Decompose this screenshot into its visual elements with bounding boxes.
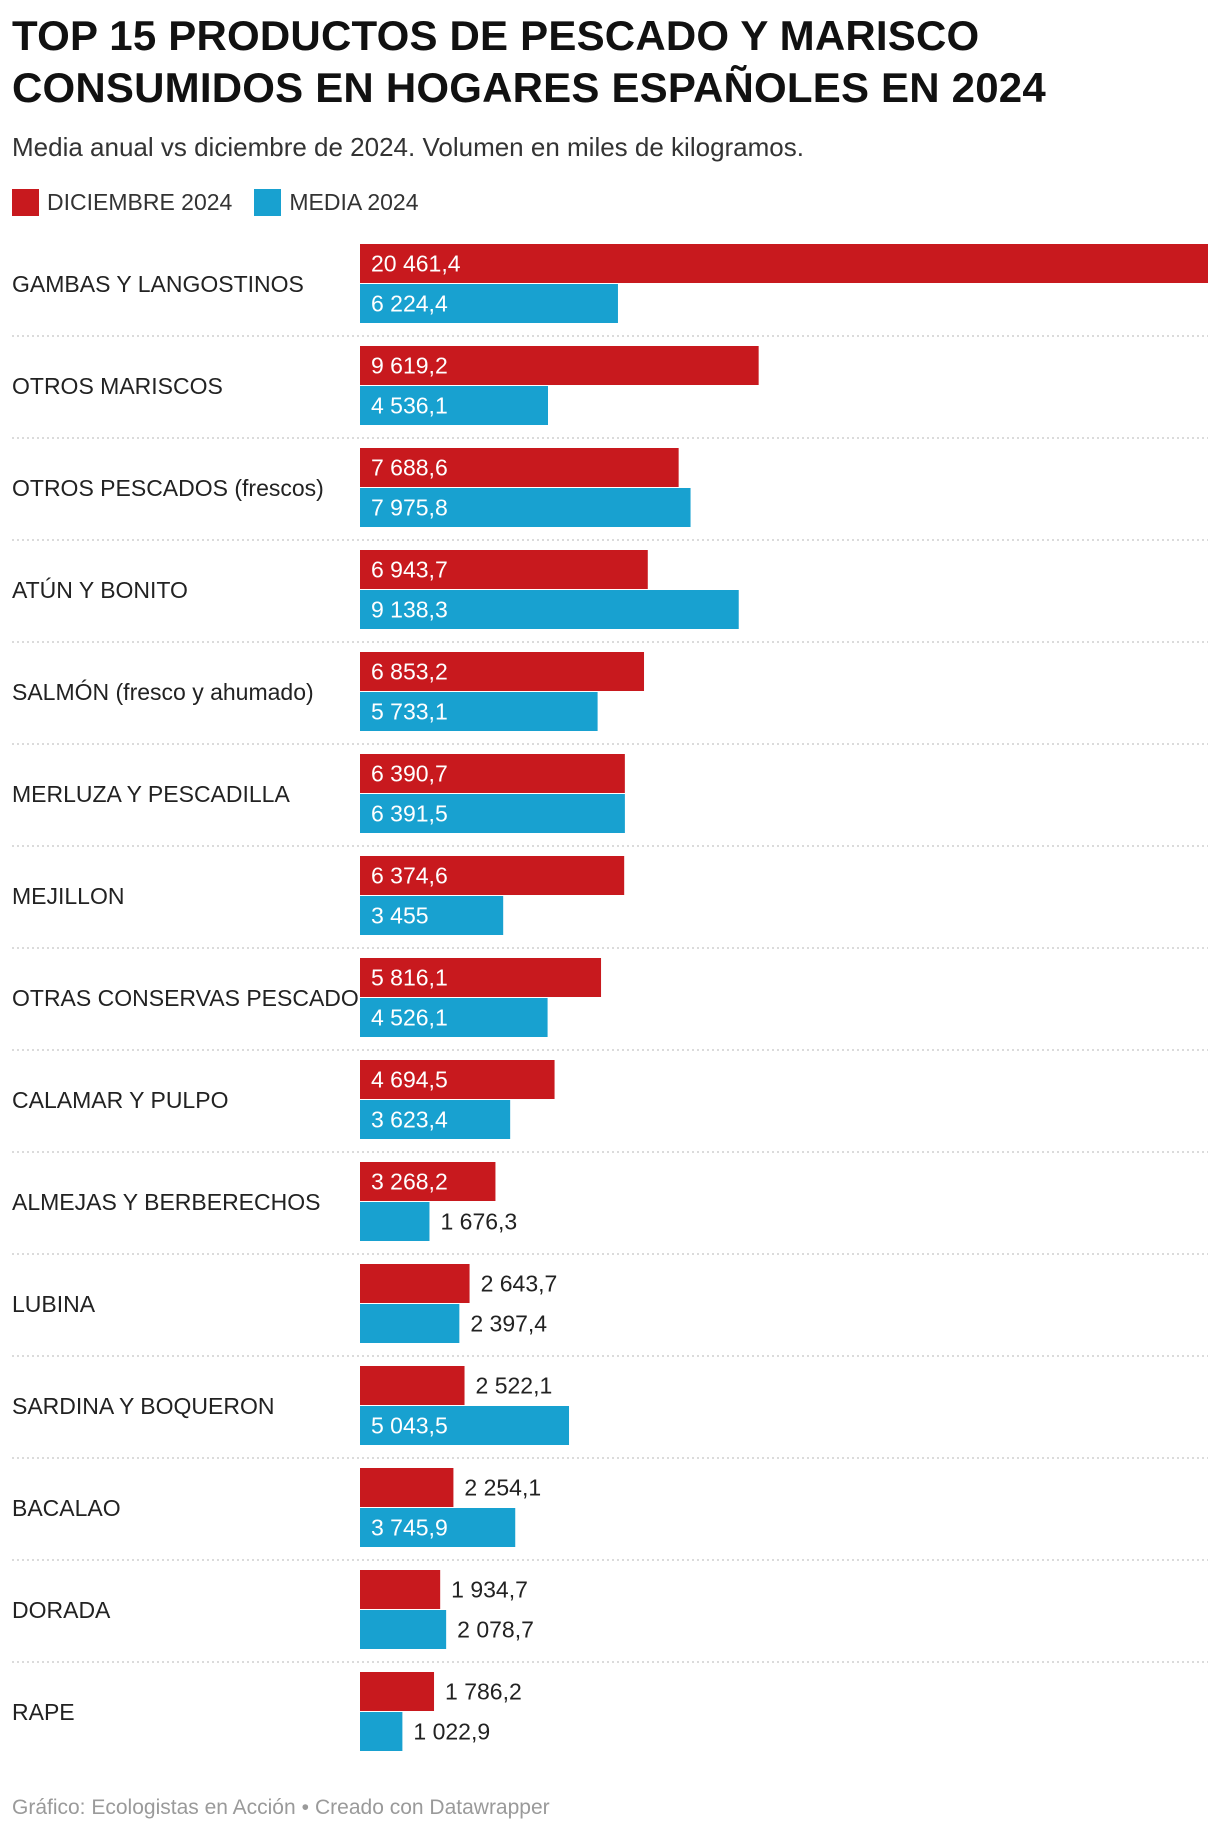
value-label-diciembre-rape: 1 786,2 — [445, 1679, 522, 1705]
value-label-media-bacalao: 3 745,9 — [371, 1515, 448, 1541]
bar-media-otros-mariscos — [360, 386, 548, 425]
bar-media-atun-y-bonito — [360, 590, 739, 629]
bar-diciembre-calamar-y-pulpo — [360, 1060, 555, 1099]
bar-diciembre-gambas-y-langostinos — [360, 244, 1208, 283]
value-label-media-otros-mariscos: 4 536,1 — [371, 393, 448, 419]
legend-label-media: MEDIA 2024 — [289, 189, 419, 215]
bar-diciembre-lubina — [360, 1264, 470, 1303]
value-label-media-otros-pescados-frescos: 7 975,8 — [371, 495, 448, 521]
value-label-diciembre-salmon-fresco-y-ahumado: 6 853,2 — [371, 659, 448, 685]
value-label-media-merluza-y-pescadilla: 6 391,5 — [371, 801, 448, 827]
category-label-lubina: LUBINA — [12, 1291, 96, 1317]
value-label-diciembre-gambas-y-langostinos: 20 461,4 — [371, 251, 461, 277]
value-label-media-rape: 1 022,9 — [413, 1719, 490, 1745]
value-label-diciembre-almejas-y-berberechos: 3 268,2 — [371, 1169, 448, 1195]
value-label-diciembre-dorada: 1 934,7 — [451, 1577, 528, 1603]
chart-title-line-1: TOP 15 PRODUCTOS DE PESCADO Y MARISCO — [12, 12, 980, 59]
bar-media-calamar-y-pulpo — [360, 1100, 511, 1139]
bar-diciembre-dorada — [360, 1570, 441, 1609]
footer-separator: • — [301, 1796, 310, 1819]
footer-credit: Creado con Datawrapper — [315, 1796, 550, 1819]
value-label-diciembre-otras-conservas-pescado: 5 816,1 — [371, 965, 448, 991]
legend-swatch-media — [254, 188, 282, 216]
bar-media-dorada — [360, 1610, 447, 1649]
value-label-diciembre-atun-y-bonito: 6 943,7 — [371, 557, 448, 583]
bar-diciembre-rape — [360, 1672, 435, 1711]
value-label-media-otras-conservas-pescado: 4 526,1 — [371, 1005, 448, 1031]
bar-diciembre-salmon-fresco-y-ahumado — [360, 652, 645, 691]
bar-media-otras-conservas-pescado — [360, 998, 548, 1037]
bar-media-merluza-y-pescadilla — [360, 794, 625, 833]
chart-title: TOP 15 PRODUCTOS DE PESCADO Y MARISCO CO… — [12, 10, 1202, 114]
value-label-diciembre-otros-pescados-frescos: 7 688,6 — [371, 455, 448, 481]
category-label-otros-mariscos: OTROS MARISCOS — [12, 373, 223, 399]
value-label-diciembre-sardina-y-boqueron: 2 522,1 — [476, 1373, 553, 1399]
bar-diciembre-otras-conservas-pescado — [360, 958, 602, 997]
category-label-salmon-fresco-y-ahumado: SALMÓN (fresco y ahumado) — [12, 679, 314, 705]
value-label-diciembre-lubina: 2 643,7 — [481, 1271, 558, 1297]
chart-footer: Gráfico: Ecologistas en Acción • Creado co… — [12, 1795, 550, 1821]
bar-diciembre-sardina-y-boqueron — [360, 1366, 465, 1405]
category-label-almejas-y-berberechos: ALMEJAS Y BERBERECHOS — [12, 1189, 320, 1215]
category-label-rape: RAPE — [12, 1699, 75, 1725]
value-label-media-lubina: 2 397,4 — [470, 1311, 547, 1337]
category-label-mejillon: MEJILLON — [12, 883, 124, 909]
category-label-calamar-y-pulpo: CALAMAR Y PULPO — [12, 1087, 228, 1113]
bar-media-salmon-fresco-y-ahumado — [360, 692, 598, 731]
category-label-dorada: DORADA — [12, 1597, 111, 1623]
chart-subtitle: Media anual vs diciembre de 2024. Volume… — [12, 132, 804, 162]
value-label-media-almejas-y-berberechos: 1 676,3 — [440, 1209, 517, 1235]
bar-media-almejas-y-berberechos — [360, 1202, 430, 1241]
bar-diciembre-otros-pescados-frescos — [360, 448, 679, 487]
category-label-bacalao: BACALAO — [12, 1495, 121, 1521]
category-label-otras-conservas-pescado: OTRAS CONSERVAS PESCADO — [12, 985, 359, 1011]
value-label-media-atun-y-bonito: 9 138,3 — [371, 597, 448, 623]
bar-diciembre-merluza-y-pescadilla — [360, 754, 625, 793]
bar-media-mejillon — [360, 896, 504, 935]
value-label-media-calamar-y-pulpo: 3 623,4 — [371, 1107, 448, 1133]
bar-media-bacalao — [360, 1508, 516, 1547]
value-label-media-gambas-y-langostinos: 6 224,4 — [371, 291, 448, 317]
value-label-diciembre-merluza-y-pescadilla: 6 390,7 — [371, 761, 448, 787]
chart-legend: DICIEMBRE 2024 MEDIA 2024 — [12, 186, 441, 218]
value-label-media-sardina-y-boqueron: 5 043,5 — [371, 1413, 448, 1439]
bar-media-gambas-y-langostinos — [360, 284, 618, 323]
bar-media-otros-pescados-frescos — [360, 488, 691, 527]
value-label-media-mejillon: 3 455 — [371, 903, 429, 929]
legend-swatch-diciembre — [12, 188, 39, 216]
value-label-diciembre-bacalao: 2 254,1 — [464, 1475, 541, 1501]
bar-diciembre-atun-y-bonito — [360, 550, 648, 589]
bar-media-rape — [360, 1712, 403, 1751]
chart-title-line-2: CONSUMIDOS EN HOGARES ESPAÑOLES EN 2024 — [12, 64, 1046, 111]
bar-diciembre-bacalao — [360, 1468, 454, 1507]
category-label-atun-y-bonito: ATÚN Y BONITO — [12, 577, 188, 603]
value-label-media-dorada: 2 078,7 — [457, 1617, 534, 1643]
bar-diciembre-mejillon — [360, 856, 625, 895]
legend-item-media: MEDIA 2024 — [254, 188, 419, 216]
value-label-diciembre-otros-mariscos: 9 619,2 — [371, 353, 448, 379]
bar-media-sardina-y-boqueron — [360, 1406, 570, 1445]
category-label-merluza-y-pescadilla: MERLUZA Y PESCADILLA — [12, 781, 290, 807]
bar-media-lubina — [360, 1304, 460, 1343]
footer-source: Gráfico: Ecologistas en Acción — [12, 1796, 296, 1819]
value-label-diciembre-mejillon: 6 374,6 — [371, 863, 448, 889]
legend-label-diciembre: DICIEMBRE 2024 — [47, 189, 233, 215]
bar-diciembre-otros-mariscos — [360, 346, 759, 385]
value-label-media-salmon-fresco-y-ahumado: 5 733,1 — [371, 699, 448, 725]
category-label-sardina-y-boqueron: SARDINA Y BOQUERON — [12, 1393, 274, 1419]
bar-diciembre-almejas-y-berberechos — [360, 1162, 496, 1201]
value-label-diciembre-calamar-y-pulpo: 4 694,5 — [371, 1067, 448, 1093]
category-label-otros-pescados-frescos: OTROS PESCADOS (frescos) — [12, 475, 324, 501]
category-label-gambas-y-langostinos: GAMBAS Y LANGOSTINOS — [12, 271, 304, 297]
legend-item-diciembre: DICIEMBRE 2024 — [12, 188, 232, 216]
